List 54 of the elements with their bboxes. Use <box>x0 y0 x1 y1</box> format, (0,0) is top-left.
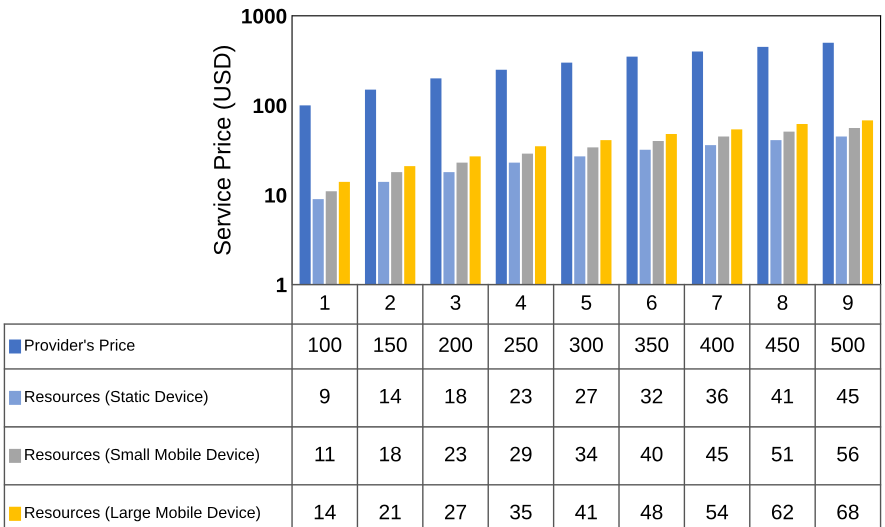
x-tick-label: 2 <box>385 295 395 310</box>
data-label: 23 <box>444 446 466 462</box>
data-label: 41 <box>771 388 794 404</box>
x-tick-label: 4 <box>516 295 526 310</box>
data-label: 45 <box>706 446 728 462</box>
data-label: 27 <box>576 388 597 404</box>
x-tick-label: 7 <box>712 295 722 310</box>
data-label: 23 <box>510 388 532 404</box>
data-label: 250 <box>504 337 538 352</box>
legend-label: Resources (Large Mobile Device) <box>25 506 260 522</box>
data-label: 500 <box>831 337 864 352</box>
legend-label: Resources (Static Device) <box>25 390 208 406</box>
x-tick-label: 1 <box>320 295 330 310</box>
y-tick-label: 100 <box>254 98 286 114</box>
data-label: 9 <box>320 388 330 404</box>
y-axis-title: Service Price (USD) <box>213 46 236 255</box>
x-tick-label: 9 <box>843 295 853 310</box>
data-label: 200 <box>439 337 472 352</box>
data-label: 68 <box>837 504 859 520</box>
y-tick-label: 1000 <box>242 8 286 24</box>
data-label: 35 <box>510 504 532 520</box>
data-label: 14 <box>380 388 402 404</box>
data-label: 18 <box>446 388 466 404</box>
data-label: 45 <box>836 388 859 404</box>
data-label: 34 <box>576 446 598 462</box>
data-label: 350 <box>635 337 668 352</box>
data-label: 32 <box>640 388 662 404</box>
data-label: 450 <box>766 337 800 352</box>
data-label: 51 <box>772 446 794 462</box>
data-label: 41 <box>575 504 597 520</box>
data-label: 27 <box>444 504 466 520</box>
legend-label: Resources (Small Mobile Device) <box>25 448 260 464</box>
x-tick-label: 5 <box>581 295 592 310</box>
y-tick-label: 1 <box>276 278 287 292</box>
data-label: 56 <box>837 446 859 462</box>
data-label: 54 <box>706 504 728 520</box>
x-tick-label: 8 <box>778 295 788 310</box>
data-label: 11 <box>316 446 335 462</box>
data-label: 62 <box>772 504 794 520</box>
data-label: 29 <box>510 446 532 462</box>
data-label: 100 <box>308 337 342 352</box>
data-label: 36 <box>706 388 728 404</box>
data-label: 14 <box>314 504 336 520</box>
data-label: 150 <box>374 337 407 352</box>
data-label: 400 <box>700 337 734 352</box>
x-tick-label: 6 <box>646 295 657 310</box>
data-label: 48 <box>640 504 662 520</box>
data-label: 21 <box>380 504 401 520</box>
data-label: 40 <box>640 446 662 462</box>
legend-label: Provider's Price <box>25 339 135 351</box>
data-label: 18 <box>380 446 401 462</box>
y-tick-label: 10 <box>265 188 286 203</box>
x-tick-label: 3 <box>450 295 460 310</box>
data-label: 300 <box>570 337 603 352</box>
